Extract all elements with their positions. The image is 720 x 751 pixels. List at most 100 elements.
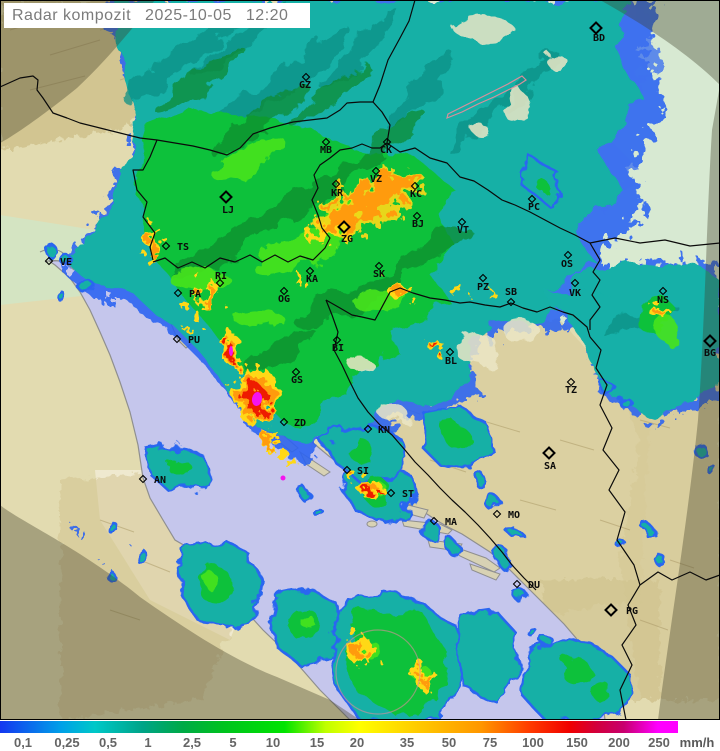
station-diamond-icon	[138, 474, 148, 484]
station-diamond-icon	[589, 21, 603, 35]
scale-tick: 5	[229, 735, 237, 750]
station-diamond-icon	[279, 417, 289, 427]
station-GZ: GZ	[299, 72, 311, 91]
station-label: PA	[189, 289, 201, 300]
station-PA: PA	[173, 288, 201, 300]
station-GS: GS	[291, 367, 303, 386]
station-VK: VK	[569, 278, 581, 299]
station-BD: BD	[589, 21, 605, 44]
radar-map-svg: BD GZ MB CK VZ KR KC BJ VT PC LJ ZG TS VE RI KA SK OS PA OG…	[0, 0, 720, 722]
station-label: PG	[626, 606, 638, 617]
intensity-colorbar	[0, 721, 678, 733]
station-label: OS	[561, 259, 573, 270]
station-label: CK	[380, 145, 392, 156]
station-MB: MB	[320, 137, 332, 156]
station-label: KN	[378, 425, 390, 436]
unit-label: mm/h	[679, 735, 715, 750]
station-diamond-icon	[279, 286, 289, 296]
station-label: AN	[154, 475, 166, 486]
station-BJ: BJ	[412, 211, 424, 230]
scale-tick: 1	[144, 735, 152, 750]
scale-tick: 15	[309, 735, 325, 750]
station-diamond-icon	[566, 377, 576, 387]
station-KN: KN	[363, 424, 390, 436]
station-label: DU	[528, 580, 540, 591]
station-VE: VE	[44, 256, 72, 268]
station-diamond-icon	[332, 335, 342, 345]
station-label: BD	[593, 33, 605, 44]
station-label: MA	[445, 517, 457, 528]
station-PZ: PZ	[477, 273, 489, 293]
station-diamond-icon	[382, 137, 392, 147]
station-OS: OS	[561, 250, 573, 270]
station-label: PZ	[477, 282, 489, 293]
scale-tick: 35	[399, 735, 415, 750]
station-diamond-icon	[374, 261, 384, 271]
scale-tick: 75	[482, 735, 498, 750]
scale-tick: 20	[349, 735, 365, 750]
station-SA: SA	[542, 446, 556, 472]
echo-gaps	[350, 18, 565, 424]
station-AN: AN	[138, 474, 166, 486]
station-label: OG	[278, 294, 290, 305]
station-diamond-icon	[44, 256, 54, 266]
station-diamond-icon	[445, 347, 455, 357]
station-label: ZG	[341, 234, 353, 245]
station-label: BL	[445, 356, 457, 367]
station-diamond-icon	[527, 194, 537, 204]
station-CK: CK	[380, 137, 392, 156]
station-BG: BG	[703, 334, 717, 359]
station-OG: OG	[278, 286, 290, 305]
station-label: LJ	[222, 205, 234, 216]
station-diamond-icon	[492, 509, 502, 519]
station-diamond-icon	[512, 579, 522, 589]
station-KA: KA	[305, 266, 318, 285]
station-ZG: ZG	[337, 220, 353, 245]
station-label: TZ	[565, 385, 577, 396]
station-label: TS	[177, 242, 189, 253]
station-PU: PU	[172, 334, 200, 346]
station-label: VK	[569, 288, 581, 299]
station-label: ST	[402, 489, 414, 500]
station-KR: KR	[331, 179, 344, 199]
station-diamond-icon	[658, 286, 668, 296]
date-label: 2025-10-05	[145, 6, 232, 24]
station-VT: VT	[457, 217, 469, 236]
station-diamond-icon	[331, 179, 341, 189]
scale-tick: 0,1	[13, 735, 33, 750]
stations-layer: BD GZ MB CK VZ KR KC BJ VT PC LJ ZG TS VE RI KA SK OS PA OG…	[44, 21, 717, 617]
scale-tick: 10	[265, 735, 281, 750]
station-diamond-icon	[506, 297, 516, 307]
station-label: MB	[320, 145, 332, 156]
station-diamond-icon	[173, 288, 183, 298]
station-diamond-icon	[321, 137, 331, 147]
station-diamond-icon	[337, 220, 351, 234]
station-label: SA	[544, 461, 556, 472]
station-diamond-icon	[457, 217, 467, 227]
scale-tick: 150	[566, 735, 588, 750]
station-ST: ST	[386, 488, 414, 500]
station-label: BI	[332, 343, 344, 354]
station-TZ: TZ	[565, 377, 577, 396]
station-diamond-icon	[429, 516, 439, 526]
station-diamond-icon	[371, 166, 381, 176]
station-diamond-icon	[342, 465, 352, 475]
station-label: SK	[373, 269, 385, 280]
station-diamond-icon	[386, 488, 396, 498]
station-label: SB	[505, 287, 517, 298]
echo-magenta	[229, 346, 286, 481]
station-SB: SB	[505, 287, 517, 307]
station-diamond-icon	[219, 190, 233, 204]
station-label: SI	[357, 466, 369, 477]
station-diamond-icon	[703, 334, 717, 348]
station-label: KC	[410, 189, 422, 200]
station-label: PU	[188, 335, 200, 346]
station-label: PC	[528, 202, 540, 213]
station-RI: RI	[215, 271, 227, 288]
station-label: NS	[657, 295, 669, 306]
station-diamond-icon	[478, 273, 488, 283]
station-label: KA	[306, 274, 318, 285]
scale-tick: 0,5	[98, 735, 118, 750]
scale-tick: 250	[648, 735, 670, 750]
